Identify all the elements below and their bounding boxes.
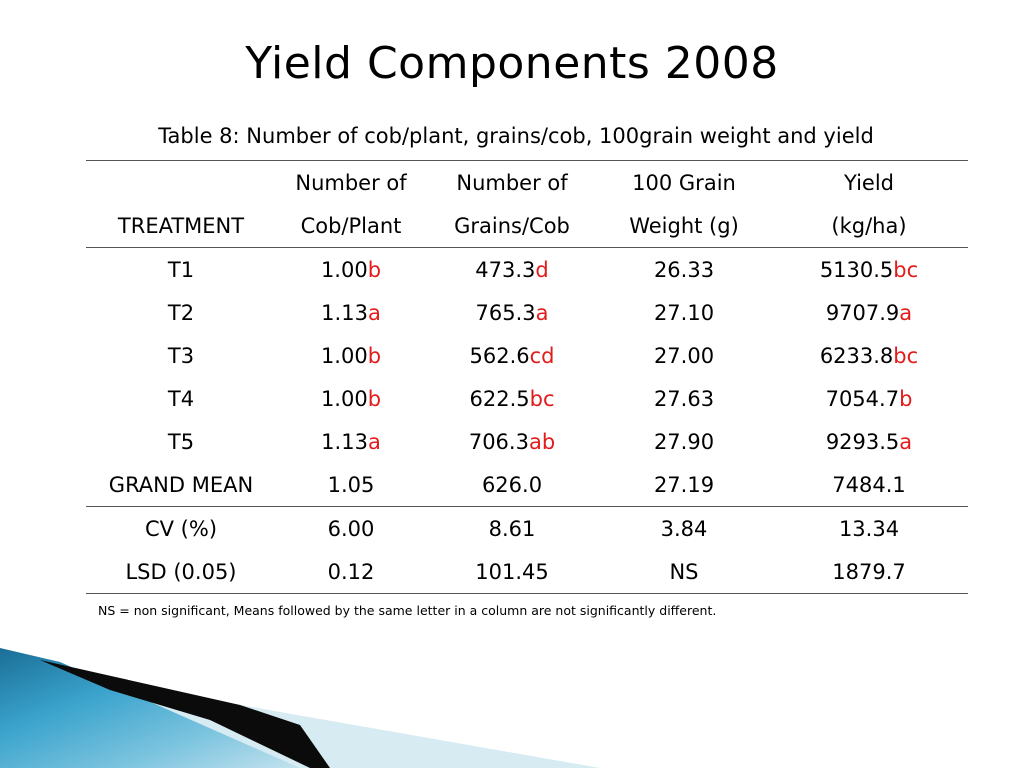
value: 1.00 <box>320 257 368 282</box>
grains-cob-cell: 562.6cd <box>426 334 598 377</box>
yield-cell: 7484.1 <box>770 463 968 507</box>
header-cell: (kg/ha) <box>770 204 968 248</box>
grain-weight-cell: 27.63 <box>653 386 715 411</box>
yield-cell: 1879.7 <box>770 550 968 594</box>
grain-weight-cell: 27.90 <box>653 429 715 454</box>
grains-cob-cell: 622.5bc <box>426 377 598 420</box>
cob-plant-cell: 6.00 <box>327 516 375 541</box>
value: 5130.5 <box>819 257 894 282</box>
value: 1.00 <box>320 343 368 368</box>
significance-letter: a <box>899 429 913 454</box>
header-row: TREATMENT Cob/Plant Grains/Cob Weight (g… <box>86 204 968 248</box>
grains-cob-cell: 626.0 <box>426 463 598 507</box>
yield-cell: 6233.8bc <box>770 334 968 377</box>
value: 706.3 <box>468 429 529 454</box>
significance-letter: b <box>367 343 382 368</box>
value: 622.5 <box>469 386 530 411</box>
treatment-cell: T2 <box>167 300 195 325</box>
header-cell: Yield <box>770 160 968 204</box>
value: 7054.7 <box>825 386 900 411</box>
cob-plant-cell: 1.00b <box>276 334 426 377</box>
header-cell: Grains/Cob <box>426 204 598 248</box>
value: 473.3 <box>475 257 536 282</box>
table-row: T1 1.00b 473.3d 26.33 5130.5bc <box>86 248 968 292</box>
significance-letter: a <box>367 429 381 454</box>
grain-weight-cell: 27.00 <box>653 343 715 368</box>
header-cell: Cob/Plant <box>276 204 426 248</box>
significance-letter: bc <box>529 386 555 411</box>
lsd-row: LSD (0.05) 0.12 101.45 NS 1879.7 <box>86 550 968 594</box>
cob-plant-cell: 1.00b <box>276 248 426 292</box>
value: 6233.8 <box>819 343 894 368</box>
significance-letter: b <box>899 386 913 411</box>
treatment-cell: T1 <box>167 257 195 282</box>
row-label: LSD (0.05) <box>86 550 276 594</box>
table-caption: Table 8: Number of cob/plant, grains/cob… <box>158 124 874 148</box>
value: 562.6 <box>469 343 530 368</box>
cv-row: CV (%) 6.00 8.61 3.84 13.34 <box>86 507 968 551</box>
row-label: CV (%) <box>144 516 218 541</box>
cob-plant-cell: 1.13a <box>276 420 426 463</box>
table-row: T5 1.13a 706.3ab 27.90 9293.5a <box>86 420 968 463</box>
treatment-cell: T4 <box>167 386 195 411</box>
value: 9707.9 <box>825 300 900 325</box>
grain-weight-cell: 3.84 <box>660 516 708 541</box>
grains-cob-cell: 765.3a <box>426 291 598 334</box>
significance-letter: ab <box>528 429 556 454</box>
significance-letter: bc <box>893 343 919 368</box>
value: 9293.5 <box>825 429 900 454</box>
significance-letter: a <box>899 300 913 325</box>
significance-letter: a <box>535 300 549 325</box>
table-row: T3 1.00b 562.6cd 27.00 6233.8bc <box>86 334 968 377</box>
swoosh-dark-band <box>40 660 330 768</box>
significance-letter: b <box>367 386 382 411</box>
header-cell <box>86 160 276 204</box>
header-row: Number of Number of 100 Grain Yield <box>86 160 968 204</box>
table-row: T4 1.00b 622.5bc 27.63 7054.7b <box>86 377 968 420</box>
yield-cell: 9293.5a <box>770 420 968 463</box>
yield-cell: 13.34 <box>838 516 900 541</box>
cob-plant-cell: 0.12 <box>276 550 426 594</box>
significance-letter: b <box>367 257 382 282</box>
cob-plant-cell: 1.13a <box>276 291 426 334</box>
row-label: GRAND MEAN <box>86 463 276 507</box>
value: 1.00 <box>320 386 368 411</box>
grains-cob-cell: 706.3ab <box>426 420 598 463</box>
grain-weight-cell: NS <box>598 550 770 594</box>
grain-weight-cell: 27.19 <box>598 463 770 507</box>
significance-letter: a <box>367 300 381 325</box>
grains-cob-cell: 8.61 <box>488 516 536 541</box>
grains-cob-cell: 473.3d <box>426 248 598 292</box>
value: 765.3 <box>475 300 536 325</box>
table-row: T2 1.13a 765.3a 27.10 9707.9a <box>86 291 968 334</box>
header-cell: Weight (g) <box>598 204 770 248</box>
header-cell: 100 Grain <box>598 160 770 204</box>
grain-weight-cell: 26.33 <box>653 257 715 282</box>
significance-letter: cd <box>529 343 555 368</box>
grain-weight-cell: 27.10 <box>653 300 715 325</box>
treatment-cell: T3 <box>167 343 195 368</box>
value: 1.13 <box>321 429 368 454</box>
yield-cell: 9707.9a <box>770 291 968 334</box>
cob-plant-cell: 1.05 <box>276 463 426 507</box>
yield-cell: 5130.5bc <box>770 248 968 292</box>
swoosh-blue-band <box>0 648 300 768</box>
yield-cell: 7054.7b <box>770 377 968 420</box>
grand-mean-row: GRAND MEAN 1.05 626.0 27.19 7484.1 <box>86 463 968 507</box>
header-cell: Number of <box>276 160 426 204</box>
cob-plant-cell: 1.00b <box>276 377 426 420</box>
table-footnote: NS = non significant, Means followed by … <box>98 603 717 618</box>
header-cell: TREATMENT <box>86 204 276 248</box>
value: 1.13 <box>321 300 368 325</box>
treatment-cell: T5 <box>167 429 195 454</box>
significance-letter: d <box>535 257 549 282</box>
significance-letter: bc <box>893 257 919 282</box>
slide-title: Yield Components 2008 <box>245 38 779 89</box>
grains-cob-cell: 101.45 <box>426 550 598 594</box>
header-cell: Number of <box>426 160 598 204</box>
yield-components-table: Number of Number of 100 Grain Yield TREA… <box>86 160 968 594</box>
